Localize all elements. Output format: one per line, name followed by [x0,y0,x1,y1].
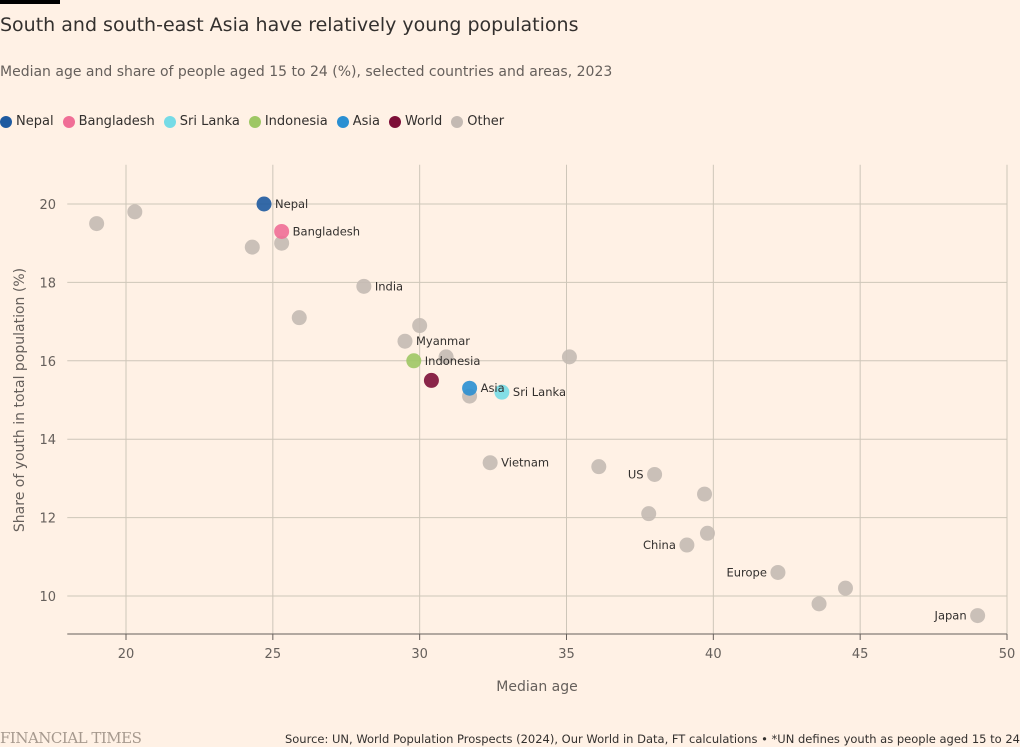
data-point-bangladesh [274,223,290,239]
data-point-other [699,525,715,541]
legend-swatch-icon [0,115,12,128]
legend-item-asia: Asia [336,114,380,129]
data-point-other [89,216,105,232]
grid [67,164,1008,634]
point-label-sri-lanka: Sri Lanka [513,385,566,399]
legend-label: Other [467,114,505,129]
y-tick-label: 16 [39,355,56,370]
data-point-japan [970,608,986,624]
brand-bar [0,0,60,4]
legend-swatch-icon [163,115,176,128]
chart-subtitle: Median age and share of people aged 15 t… [0,64,613,80]
y-tick-label: 20 [39,198,56,213]
data-point-us [647,466,663,482]
legend-label: World [404,114,443,129]
point-labels: India Myanmar Vietnam US China Europe Japan Nep… [275,197,967,623]
x-tick-label: 45 [852,647,869,662]
point-label-china: China [643,538,676,552]
legend-label: Sri Lanka [179,114,240,129]
point-label-myanmar: Myanmar [416,334,470,348]
data-point-other [697,486,713,502]
x-tick-label: 35 [558,647,575,662]
data-point-nepal [256,196,272,212]
x-tick-label: 30 [411,647,428,662]
data-point-other [561,349,577,365]
data-point-other [591,459,607,475]
ft-logo: FINANCIAL TIMES [0,729,142,747]
axes: 10 12 14 16 18 20 20 25 30 35 40 45 50 [39,198,1015,662]
data-point-india [356,278,372,294]
legend-label: Bangladesh [78,114,155,129]
point-label-us: US [628,467,644,481]
data-point-world [423,372,439,388]
point-label-nepal: Nepal [275,197,308,211]
point-label-vietnam: Vietnam [501,456,549,470]
legend-label: Asia [352,114,380,129]
legend-item-other: Other [451,114,504,129]
x-tick-label: 40 [705,647,722,662]
y-axis-title: Share of youth in total population (%) [12,268,28,532]
point-label-bangladesh: Bangladesh [293,224,360,238]
data-point-other [837,580,853,596]
data-point-sri-lanka [494,384,510,400]
legend-swatch-icon [451,115,464,128]
data-point-other [811,596,827,612]
x-axis-title: Median age [496,679,577,695]
point-label-asia: Asia [481,381,505,395]
point-label-india: India [375,279,403,293]
data-point-vietnam [482,455,498,471]
y-tick-label: 14 [39,433,56,448]
point-label-japan: Japan [934,609,967,623]
legend-item-sri-lanka: Sri Lanka [163,114,240,129]
source-note: Source: UN, World Population Prospects (… [284,732,1020,746]
chart-title: South and south-east Asia have relativel… [0,14,579,36]
legend-swatch-icon [62,115,75,128]
x-tick-label: 50 [999,647,1016,662]
legend-item-indonesia: Indonesia [248,114,328,129]
data-point-other [291,310,307,326]
data-point-europe [770,564,786,580]
data-point-other [127,204,143,220]
legend-item-world: World [388,114,443,129]
legend-label: Indonesia [264,114,328,129]
legend-swatch-icon [248,115,261,128]
point-label-europe: Europe [726,565,766,579]
data-point-china [679,537,695,553]
legend-swatch-icon [336,115,349,128]
data-point-other [412,318,428,334]
data-point-myanmar [397,333,413,349]
legend-item-nepal: Nepal [0,114,54,129]
data-point-other [438,349,454,365]
legend-swatch-icon [388,115,401,128]
data-point-indonesia [406,353,422,369]
y-tick-label: 10 [39,590,56,605]
legend: Nepal Bangladesh Sri Lanka Indonesia Asi… [0,114,513,129]
legend-label: Nepal [16,114,54,129]
data-point-other [244,239,260,255]
legend-item-bangladesh: Bangladesh [62,114,155,129]
data-points [89,196,986,624]
data-point-other [641,506,657,522]
x-tick-label: 20 [118,647,135,662]
y-tick-label: 12 [39,512,56,527]
data-point-other [274,235,290,251]
data-point-asia [462,380,478,396]
point-label-indonesia: Indonesia [425,354,481,368]
x-tick-label: 25 [265,647,282,662]
y-tick-label: 18 [39,276,56,291]
